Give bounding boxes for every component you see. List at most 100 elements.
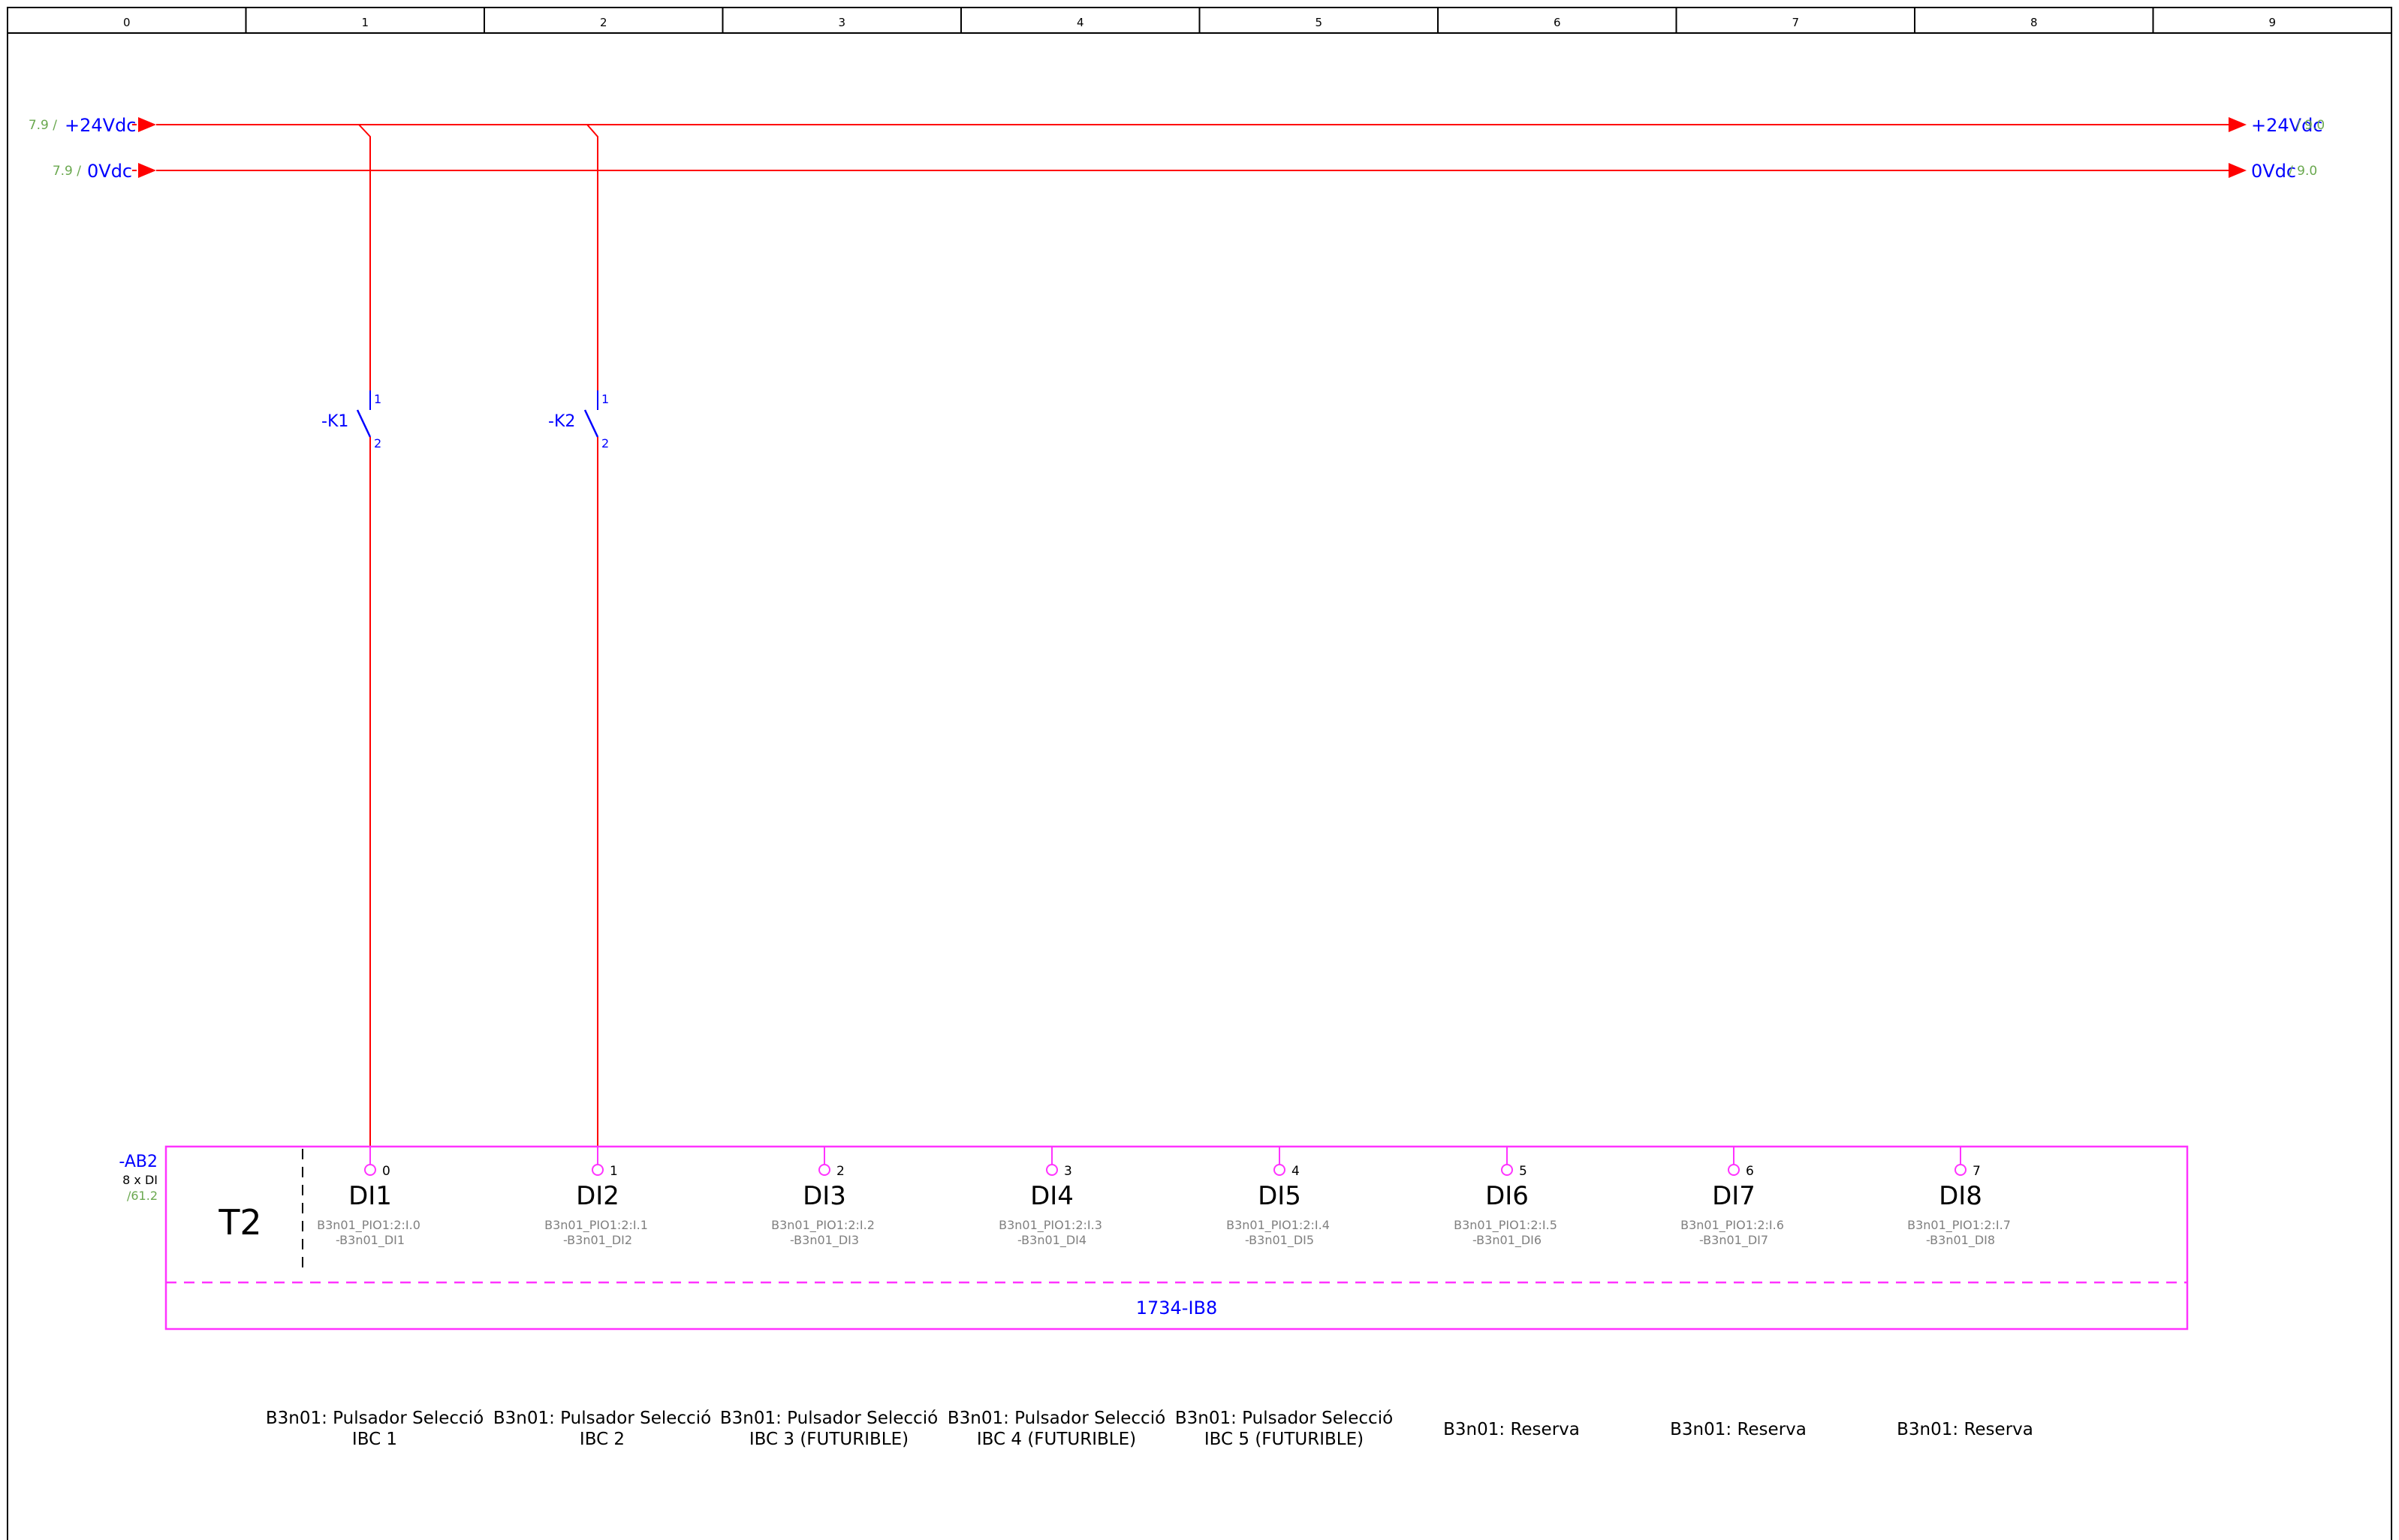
contact-k1-pin-bottom: 2	[374, 436, 381, 451]
rail-0vdc-source-ref: 7.9 /	[53, 164, 81, 179]
column-number: 2	[600, 16, 607, 29]
input-pin: 6	[1746, 1164, 1754, 1179]
input-terminal	[818, 1164, 830, 1176]
rail-24vdc-source-ref: 7.9 /	[29, 118, 57, 133]
input-channel: 3 DI4 B3n01_PIO1:2:I.3-B3n01_DI4 B3n01: Pul…	[948, 1147, 1165, 1449]
io-module-tag: -AB2	[119, 1153, 158, 1171]
module-inputs: 0 DI1 B3n01_PIO1:2:I.0-B3n01_DI1 B3n01: Pul…	[266, 1147, 2033, 1449]
column-number: 3	[838, 16, 845, 29]
rail-24vdc-arrow-right	[2229, 117, 2247, 132]
input-terminal	[1501, 1164, 1513, 1176]
rail-0vdc-dest-ref: / 9.0	[2289, 164, 2317, 179]
input-address: B3n01_PIO1:2:I.7	[1907, 1218, 2011, 1233]
input-channel: 6 DI7 B3n01_PIO1:2:I.6-B3n01_DI7 B3n01: Res…	[1670, 1147, 1807, 1439]
column-number: 7	[1792, 16, 1799, 29]
rail-24vdc: 7.9 / +24Vdc +24Vdc / 9.0	[29, 115, 2325, 136]
branch-k1-wire-top	[358, 124, 371, 398]
input-pin: 7	[1973, 1164, 1981, 1179]
input-pin: 4	[1291, 1164, 1300, 1179]
input-terminal	[1728, 1164, 1740, 1176]
column-number: 4	[1077, 16, 1084, 29]
input-description-line1: B3n01: Reserva	[1443, 1420, 1580, 1439]
rail-24vdc-arrow-left	[138, 117, 156, 132]
input-name: DI7	[1712, 1181, 1756, 1211]
input-terminal	[1273, 1164, 1285, 1176]
input-name: DI4	[1030, 1181, 1074, 1211]
input-description-line2: IBC 4 (FUTURIBLE)	[977, 1430, 1136, 1449]
input-tag: -B3n01_DI7	[1699, 1233, 1768, 1248]
io-module-box	[164, 1145, 2189, 1331]
column-number: 8	[2030, 16, 2038, 29]
input-terminal	[592, 1164, 604, 1176]
column-header: 0 1 2 3 4 5 6 7 8 9	[123, 8, 2276, 33]
input-channel: 0 DI1 B3n01_PIO1:2:I.0-B3n01_DI1 B3n01: Pul…	[266, 1147, 484, 1449]
input-channel: 5 DI6 B3n01_PIO1:2:I.5-B3n01_DI6 B3n01: Res…	[1443, 1147, 1580, 1439]
rail-0vdc-label-right: 0Vdc	[2251, 161, 2296, 182]
input-description-line2: IBC 2	[580, 1430, 625, 1449]
rail-0vdc-arrow-left	[138, 163, 156, 178]
input-tag: -B3n01_DI5	[1245, 1233, 1314, 1248]
io-module-type: 8 x DI	[122, 1173, 158, 1187]
input-pin: 2	[836, 1164, 845, 1179]
input-description-line2: IBC 5 (FUTURIBLE)	[1204, 1430, 1364, 1449]
input-terminal	[364, 1164, 376, 1176]
input-description-line1: B3n01: Pulsador Selecció	[266, 1409, 484, 1428]
rail-24vdc-label-right: +24Vdc	[2251, 115, 2323, 136]
io-module: -AB2 8 x DI /61.2 T2 1734-IB8	[119, 1145, 2189, 1331]
rail-0vdc-label-left: 0Vdc	[87, 161, 132, 182]
input-description-line1: B3n01: Reserva	[1897, 1420, 2033, 1439]
contact-k1-tag: -K1	[321, 412, 348, 431]
input-terminal	[1954, 1164, 1967, 1176]
input-description-line2: IBC 1	[352, 1430, 397, 1449]
branch-k2-wire-top	[586, 124, 598, 398]
input-address: B3n01_PIO1:2:I.0	[317, 1218, 420, 1233]
input-pin: 1	[610, 1164, 618, 1179]
input-channel: 2 DI3 B3n01_PIO1:2:I.2-B3n01_DI3 B3n01: Pul…	[720, 1147, 938, 1449]
input-pin: 0	[382, 1164, 390, 1179]
contact-k1-pin-top: 1	[374, 392, 381, 406]
rail-24vdc-dest-ref: / 9.0	[2296, 118, 2325, 133]
input-description-line2: IBC 3 (FUTURIBLE)	[749, 1430, 909, 1449]
input-name: DI6	[1485, 1181, 1529, 1211]
input-tag: -B3n01_DI3	[790, 1233, 859, 1248]
input-address: B3n01_PIO1:2:I.1	[544, 1218, 648, 1233]
input-description-line1: B3n01: Pulsador Selecció	[493, 1409, 711, 1428]
input-channel: 4 DI5 B3n01_PIO1:2:I.4-B3n01_DI5 B3n01: Pul…	[1175, 1147, 1393, 1449]
branch-k2: -K2 1 2	[548, 124, 610, 1165]
input-description-line1: B3n01: Pulsador Selecció	[948, 1409, 1165, 1428]
contact-k2-tag: -K2	[548, 412, 575, 431]
column-number: 9	[2268, 16, 2276, 29]
input-description-line1: B3n01: Reserva	[1670, 1420, 1807, 1439]
input-name: DI8	[1939, 1181, 1982, 1211]
input-terminal	[1046, 1164, 1058, 1176]
input-channel: 1 DI2 B3n01_PIO1:2:I.1-B3n01_DI2 B3n01: Pul…	[493, 1147, 711, 1449]
io-module-slot: T2	[218, 1202, 261, 1243]
input-name: DI2	[576, 1181, 619, 1211]
input-tag: -B3n01_DI2	[563, 1233, 632, 1248]
contact-k1-symbol	[356, 409, 372, 438]
input-pin: 3	[1064, 1164, 1072, 1179]
column-number: 1	[361, 16, 369, 29]
input-name: DI3	[803, 1181, 846, 1211]
contact-k2-pin-top: 1	[601, 392, 609, 406]
input-pin: 5	[1519, 1164, 1527, 1179]
input-tag: -B3n01_DI6	[1472, 1233, 1542, 1248]
input-tag: -B3n01_DI1	[336, 1233, 405, 1248]
contact-k2-symbol	[583, 409, 599, 438]
rail-0vdc-arrow-right	[2229, 163, 2247, 178]
column-number: 5	[1315, 16, 1322, 29]
input-name: DI5	[1258, 1181, 1301, 1211]
io-module-ref: /61.2	[127, 1189, 158, 1203]
input-address: B3n01_PIO1:2:I.3	[999, 1218, 1102, 1233]
contact-k2-pin-bottom: 2	[601, 436, 609, 451]
input-address: B3n01_PIO1:2:I.5	[1454, 1218, 1557, 1233]
input-description-line1: B3n01: Pulsador Selecció	[1175, 1409, 1393, 1428]
io-module-part: 1734-IB8	[1136, 1297, 1218, 1318]
rail-0vdc: 7.9 / 0Vdc 0Vdc / 9.0	[53, 161, 2317, 182]
column-number: 6	[1554, 16, 1561, 29]
input-description-line1: B3n01: Pulsador Selecció	[720, 1409, 938, 1428]
input-name: DI1	[348, 1181, 392, 1211]
input-tag: -B3n01_DI4	[1017, 1233, 1086, 1248]
input-address: B3n01_PIO1:2:I.6	[1680, 1218, 1784, 1233]
